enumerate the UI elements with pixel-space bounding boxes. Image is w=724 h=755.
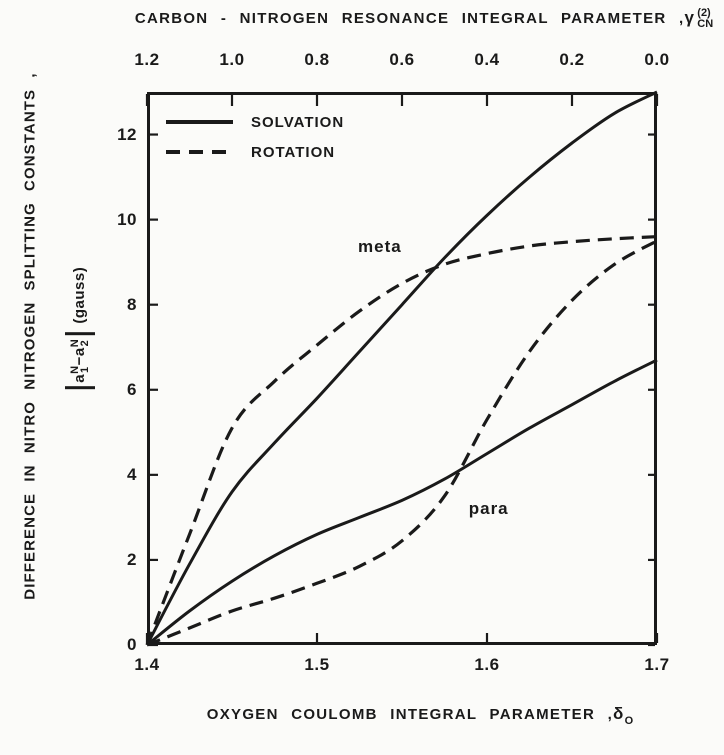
math-a2-base: a — [70, 347, 88, 357]
legend-label-solvation: SOLVATION — [251, 113, 345, 131]
top-axis-tick-label: 0.6 — [389, 50, 415, 69]
dashed-line-sample — [166, 150, 233, 154]
solid-line-sample — [166, 120, 233, 124]
gamma-sub: CN — [697, 18, 714, 31]
top-axis-tick-label: 0.0 — [644, 50, 670, 69]
y-axis-tick-label: 6 — [127, 379, 137, 399]
y-axis-tick-label: 8 — [127, 294, 137, 314]
y-axis-math-label: a N 1 −a N 2 (gauss) — [65, 267, 95, 393]
bottom-axis-tick-label: 1.5 — [304, 655, 330, 674]
bottom-axis-title: OXYGEN COULOMB INTEGRAL PARAMETER ,δO — [120, 704, 720, 727]
delta-sub: O — [624, 715, 634, 727]
bottom-axis-tick-label: 1.4 — [134, 655, 160, 674]
curve-meta-rotation — [145, 235, 658, 646]
bottom-axis-tick-label: 1.6 — [474, 655, 500, 674]
y-axis-tick-label: 2 — [127, 549, 137, 569]
y-axis-tick-label: 4 — [127, 464, 137, 484]
y-axis-tick-label: 12 — [117, 124, 137, 144]
y-axis-tick-label: 10 — [117, 209, 137, 229]
bottom-axis-title-text: OXYGEN COULOMB INTEGRAL PARAMETER , — [206, 706, 614, 723]
gamma-sup: (2) — [697, 7, 711, 20]
top-axis-tick-label: 0.4 — [474, 50, 500, 69]
y-axis-title: DIFFERENCE IN NITRO NITROGEN SPLITTING C… — [21, 72, 39, 600]
curve-label-meta: meta — [358, 237, 402, 257]
top-axis-tick-label: 1.0 — [219, 50, 245, 69]
legend-label-rotation: ROTATION — [251, 143, 336, 161]
abs-bar-right — [65, 332, 95, 335]
top-axis-title-text: CARBON - NITROGEN RESONANCE INTEGRAL PAR… — [134, 10, 685, 27]
curve-label-para: para — [468, 498, 509, 518]
gamma-supsub: (2) CN — [697, 8, 713, 30]
legend-row-solvation: SOLVATION — [166, 112, 344, 132]
math-a2-sub: 2 — [79, 339, 91, 347]
delta-symbol: δ — [613, 704, 625, 723]
legend: SOLVATION ROTATION — [166, 112, 344, 172]
math-minus: − — [70, 356, 88, 366]
math-a1-sub: 1 — [79, 366, 91, 373]
top-axis-title: CARBON - NITROGEN RESONANCE INTEGRAL PAR… — [124, 8, 724, 30]
gamma-symbol: γ — [684, 8, 696, 27]
top-axis-tick-label: 1.2 — [134, 50, 160, 69]
curve-meta-solvation — [145, 90, 658, 646]
top-axis-tick-label: 0.8 — [304, 50, 330, 69]
plot-area — [145, 90, 659, 647]
bottom-axis-tick-label: 1.7 — [644, 655, 670, 674]
top-axis-tick-label: 0.2 — [559, 50, 585, 69]
axes-frame — [147, 92, 657, 645]
legend-row-rotation: ROTATION — [166, 142, 344, 162]
curve-para-rotation — [146, 239, 658, 647]
curve-para-solvation — [146, 358, 658, 647]
y-axis-tick-label: 0 — [127, 635, 137, 654]
